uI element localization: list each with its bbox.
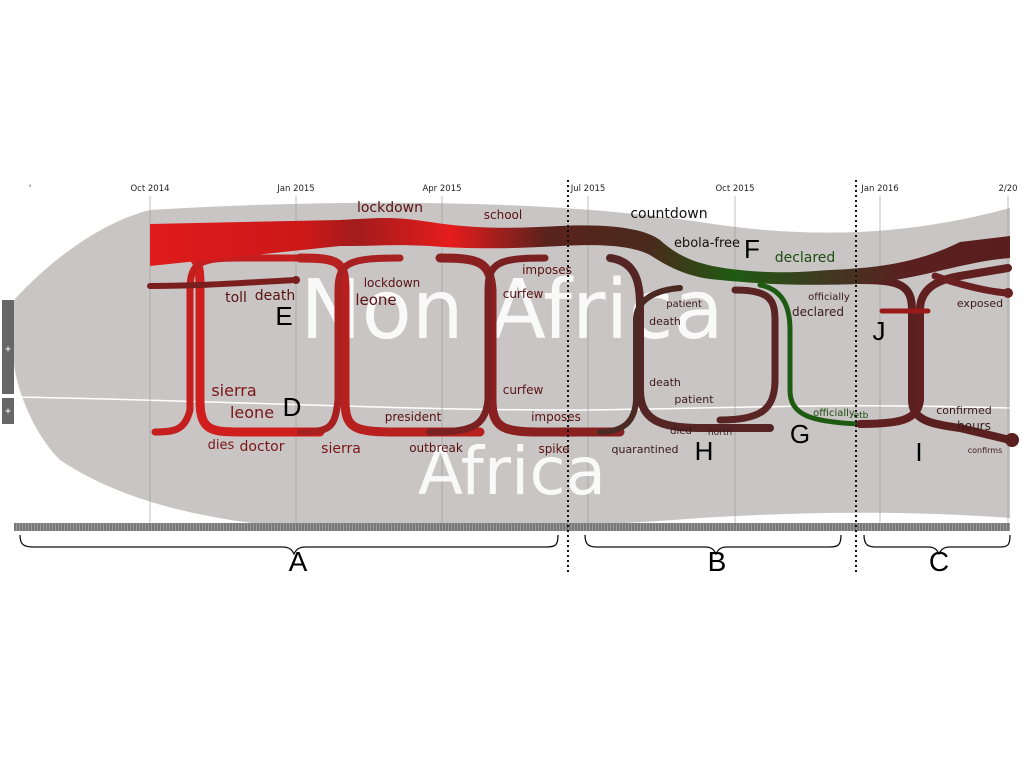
keyword-imposes-bottom: imposes: [531, 410, 581, 424]
keyword-lockdown: lockdown: [357, 200, 423, 216]
keyword-quarantined: quarantined: [611, 443, 678, 456]
expand-handle-top-plus: +: [5, 344, 11, 355]
keyword-leone-d: leone: [230, 403, 274, 422]
keyword-hours: hours: [957, 419, 991, 433]
tick-label-7: 2/20: [998, 184, 1017, 194]
letter-I: I: [915, 437, 922, 467]
keyword-leone-2: leone: [355, 291, 396, 309]
letter-H: H: [695, 436, 714, 466]
keyword-labels: lockdown school countdown ebola-free dec…: [208, 200, 1003, 457]
keyword-confirmed: confirmed: [936, 404, 991, 417]
expand-handle-bottom-plus: +: [5, 406, 11, 417]
keyword-patient-h: patient: [674, 393, 714, 406]
expand-handle-bottom[interactable]: +: [2, 398, 14, 424]
keyword-officially-bottom: officially: [813, 408, 855, 419]
letter-G: G: [790, 419, 810, 449]
letter-D: D: [283, 392, 302, 422]
keyword-declared: declared: [775, 250, 836, 266]
keyword-declared-mid: declared: [792, 305, 844, 319]
keyword-curfew-top: curfew: [503, 287, 544, 301]
tick-label-6: Jan 2016: [860, 184, 898, 194]
keyword-sierra-bottom: sierra: [321, 441, 361, 457]
period-label-A: A: [289, 546, 308, 577]
keyword-ebola-free: ebola-free: [674, 236, 740, 251]
letter-F: F: [744, 234, 760, 264]
keyword-imposes-top: imposes: [522, 263, 572, 277]
keyword-died: died: [670, 426, 692, 437]
tick-label-3: Apr 2015: [422, 184, 461, 194]
keyword-dies: dies: [208, 438, 235, 453]
tick-label-5: Oct 2015: [715, 184, 754, 194]
keyword-etb: etb: [854, 411, 869, 421]
letter-E: E: [275, 301, 292, 331]
timeline-axis: ' Oct 2014 Jan 2015 Apr 2015 Jul 2015 Oc…: [29, 184, 1018, 194]
keyword-north: north: [708, 428, 732, 438]
keyword-death-h: death: [649, 376, 681, 389]
period-braces: [19, 534, 1011, 556]
period-label-B: B: [708, 546, 727, 577]
keyword-outbreak: outbreak: [409, 441, 463, 455]
keyword-death-e: death: [255, 288, 295, 304]
keyword-spike: spike: [538, 442, 569, 456]
period-label-C: C: [929, 546, 949, 577]
keyword-officially-top: officially: [808, 292, 850, 303]
keyword-sierra-d: sierra: [211, 381, 256, 400]
keyword-school: school: [484, 208, 522, 222]
keyword-president: president: [385, 410, 442, 424]
region-label-non-africa: Non Africa: [300, 263, 723, 358]
keyword-death-top: death: [649, 315, 681, 328]
main-storyline: [150, 218, 1010, 285]
keyword-confirms: confirms: [968, 446, 1003, 455]
keyword-countdown: countdown: [630, 206, 707, 222]
keyword-doctor: doctor: [240, 439, 285, 455]
time-scale-strip[interactable]: [14, 523, 1010, 531]
keyword-lockdown-2: lockdown: [364, 276, 421, 290]
region-label-africa: Africa: [418, 433, 606, 510]
annotation-letters: E D F J G H I: [275, 234, 922, 467]
tick-label-1: Oct 2014: [130, 184, 169, 194]
keyword-curfew-bottom: curfew: [503, 383, 544, 397]
keyword-toll: toll: [225, 290, 247, 306]
keyword-exposed: exposed: [957, 297, 1003, 310]
expand-handle-top[interactable]: +: [2, 300, 14, 394]
tick-label-2: Jan 2015: [276, 184, 314, 194]
tick-label-0: ': [29, 184, 31, 194]
keyword-patient-top: patient: [666, 299, 702, 310]
tick-label-4: Jul 2015: [570, 184, 606, 194]
letter-J: J: [873, 316, 886, 346]
